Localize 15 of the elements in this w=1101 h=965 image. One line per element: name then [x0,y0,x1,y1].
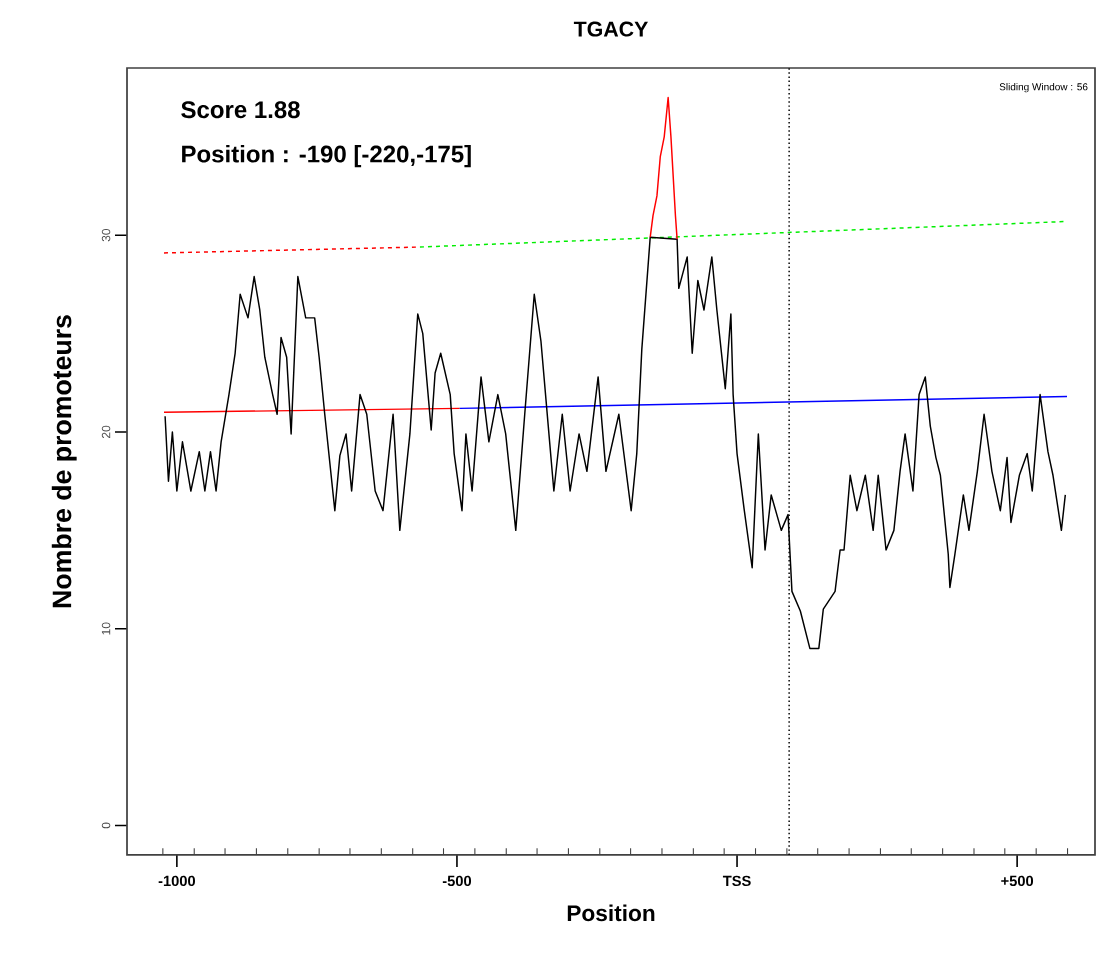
x-tick-label: +500 [1001,875,1034,887]
y-tick-label: 0 [101,822,111,829]
line-series [649,96,678,240]
y-tick-label: 30 [101,229,111,242]
y-tick-label: 10 [101,622,111,635]
y-axis-title: Nombre de promoteurs [51,315,77,608]
annotation: Sliding Window : 56 [999,83,1088,93]
x-tick-label: -1000 [158,875,195,887]
y-tick-label: 20 [101,425,111,439]
chart-title: TGACY [573,21,648,37]
x-tick-label: -500 [442,875,472,887]
x-tick-label: TSS [722,875,751,887]
x-axis-title: Position [567,904,655,922]
annotation: Position : -190 [-220,-175] [182,144,471,168]
annotation: Score 1.88 [181,101,300,119]
